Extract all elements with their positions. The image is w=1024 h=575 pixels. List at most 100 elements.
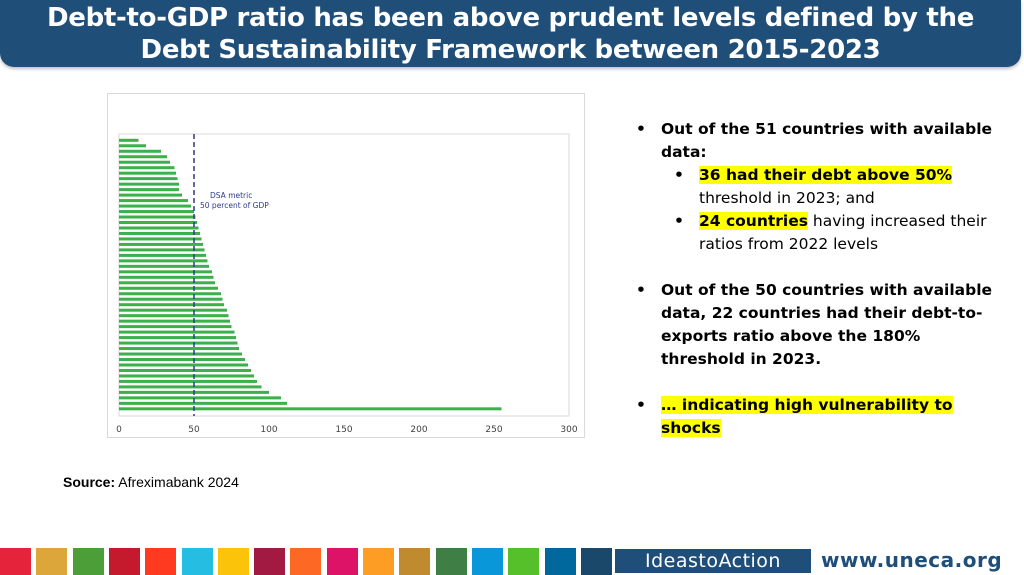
- bar-8: [119, 177, 178, 181]
- sdg-swatch: [435, 548, 467, 575]
- bullet-dot-icon: •: [636, 120, 646, 138]
- bar-18: [119, 231, 200, 235]
- bar-27: [119, 281, 215, 285]
- bullet-dot-icon: •: [636, 281, 646, 299]
- ideas-to-action-logo: IdeastoAction: [615, 549, 811, 573]
- bar-1: [119, 138, 139, 142]
- x-tick-label: 50: [188, 425, 200, 435]
- sdg-swatch: [508, 548, 540, 575]
- bar-4: [119, 155, 167, 159]
- plot-area: [118, 133, 570, 417]
- bar-12: [119, 199, 188, 203]
- bar-48: [119, 396, 281, 400]
- bar-10: [119, 188, 179, 192]
- bar-39: [119, 347, 239, 351]
- bar-41: [119, 358, 245, 362]
- uneca-url[interactable]: www.uneca.org: [821, 548, 1003, 572]
- sdg-swatch: [254, 548, 286, 575]
- highlight-vulnerability: … indicating high vulnerability to shock…: [661, 396, 953, 437]
- x-tick-label: 150: [335, 425, 352, 435]
- bar-33: [119, 314, 229, 318]
- bullet-dot-icon: •: [674, 166, 684, 184]
- sdg-swatch: [326, 548, 358, 575]
- bar-46: [119, 385, 262, 389]
- sdg-swatch: [72, 548, 104, 575]
- bullet-dot-icon: •: [636, 396, 646, 414]
- bar-9: [119, 182, 179, 186]
- bar-5: [119, 160, 170, 164]
- sub-bullet-above-50: • 36 had their debt above 50% threshold …: [636, 164, 1006, 210]
- slide-title-line-2: Debt Sustainability Framework between 20…: [140, 35, 881, 65]
- sdg-swatch: [181, 548, 213, 575]
- bar-3: [119, 149, 161, 153]
- sub-bullet-text: threshold in 2023; and: [699, 189, 875, 207]
- x-tick-label: 0: [116, 425, 122, 435]
- bullet-debt-to-exports: • Out of the 50 countries with available…: [636, 279, 1006, 371]
- bar-44: [119, 374, 254, 378]
- dsa-label-line-2: 50 percent of GDP: [200, 201, 269, 210]
- slide-title-line-1: Debt-to-GDP ratio has been above prudent…: [46, 3, 975, 33]
- bar-24: [119, 264, 209, 268]
- bar-30: [119, 297, 223, 301]
- highlight-24-countries: 24 countries: [699, 212, 808, 230]
- sdg-swatch: [0, 548, 31, 575]
- x-tick-label: 300: [560, 425, 577, 435]
- bar-32: [119, 308, 227, 312]
- sub-bullet-text: having increased their ratios from 2022 …: [699, 212, 987, 253]
- bar-2: [119, 144, 146, 148]
- bar-15: [119, 215, 196, 219]
- bar-22: [119, 253, 206, 257]
- bar-38: [119, 341, 238, 345]
- dsa-label-line-1: DSA metric: [210, 191, 252, 200]
- sdg-swatch: [399, 548, 431, 575]
- bar-20: [119, 242, 203, 246]
- bar-13: [119, 204, 191, 208]
- bar-16: [119, 221, 197, 225]
- bar-43: [119, 368, 251, 372]
- bar-35: [119, 325, 232, 329]
- x-tick-label: 250: [485, 425, 502, 435]
- bar-25: [119, 270, 212, 274]
- sub-bullet-increased: • 24 countries having increased their ra…: [636, 210, 1006, 256]
- bar-45: [119, 379, 257, 383]
- key-findings: • Out of the 51 countries with available…: [636, 118, 1006, 440]
- bullet-vulnerability: • … indicating high vulnerability to sho…: [636, 394, 1006, 440]
- bar-6: [119, 166, 175, 170]
- bar-26: [119, 275, 214, 279]
- bar-31: [119, 303, 224, 307]
- title-banner: Debt-to-GDP ratio has been above prudent…: [0, 0, 1021, 67]
- bullet-debt-to-gdp: • Out of the 51 countries with available…: [636, 118, 1006, 164]
- bar-49: [119, 401, 287, 405]
- bar-42: [119, 363, 248, 367]
- bar-7: [119, 171, 176, 175]
- bar-17: [119, 226, 199, 230]
- bullet-text: Out of the 51 countries with available d…: [661, 120, 993, 161]
- sdg-swatch: [471, 548, 503, 575]
- sdg-swatch: [580, 548, 612, 575]
- sdg-swatch: [544, 548, 576, 575]
- bar-11: [119, 193, 182, 197]
- bar-34: [119, 319, 230, 323]
- bullet-dot-icon: •: [674, 212, 684, 230]
- highlight-36-countries: 36 had their debt above 50%: [699, 166, 953, 184]
- bar-19: [119, 237, 202, 241]
- bullet-text: Out of the 50 countries with available d…: [661, 281, 993, 368]
- source-label: Source:: [63, 474, 116, 490]
- sdg-color-strip: [0, 548, 620, 575]
- bar-21: [119, 248, 205, 252]
- bar-29: [119, 292, 221, 296]
- source-note: Source: Afreximabank 2024: [63, 474, 239, 490]
- x-tick-label: 200: [410, 425, 427, 435]
- sdg-swatch: [290, 548, 322, 575]
- sdg-swatch: [145, 548, 177, 575]
- bar-40: [119, 352, 242, 356]
- sdg-swatch: [217, 548, 249, 575]
- bar-14: [119, 210, 194, 214]
- bar-23: [119, 259, 208, 263]
- x-tick-label: 100: [260, 425, 277, 435]
- bar-50: [119, 407, 502, 411]
- bar-37: [119, 336, 236, 340]
- bar-36: [119, 330, 235, 334]
- bar-28: [119, 286, 218, 290]
